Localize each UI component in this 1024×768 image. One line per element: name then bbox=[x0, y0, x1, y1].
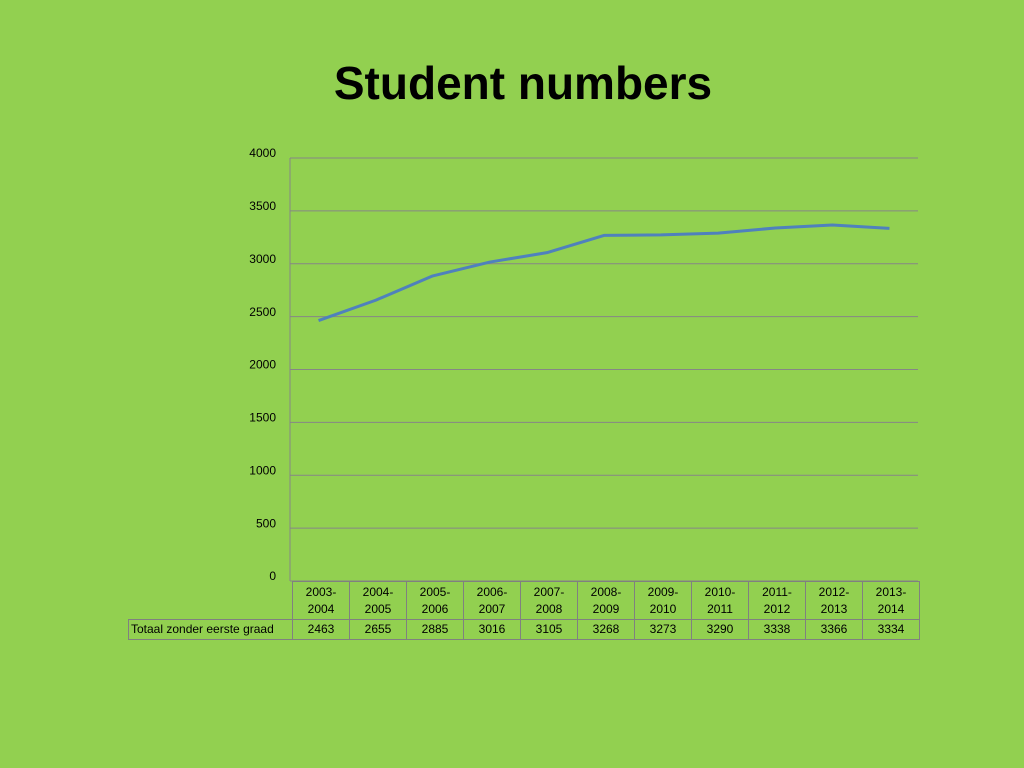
y-tick-label: 0 bbox=[269, 569, 276, 583]
x-tick-label: 2004-2005 bbox=[349, 581, 407, 620]
x-tick-label: 2005-2006 bbox=[406, 581, 464, 620]
blank-cell bbox=[128, 581, 293, 620]
series-line bbox=[318, 223, 890, 322]
x-tick-label: 2012-2013 bbox=[805, 581, 863, 620]
table-value: 3290 bbox=[691, 619, 749, 640]
table-value: 3366 bbox=[805, 619, 863, 640]
y-tick-label: 3000 bbox=[249, 252, 276, 266]
x-tick-label: 2011-2012 bbox=[748, 581, 806, 620]
x-tick-label: 2008-2009 bbox=[577, 581, 635, 620]
table-value: 3334 bbox=[862, 619, 920, 640]
y-tick-label: 500 bbox=[256, 516, 276, 530]
chart-title: Student numbers bbox=[334, 57, 712, 109]
y-tick-label: 2500 bbox=[249, 305, 276, 319]
y-tick-label: 4000 bbox=[249, 146, 276, 160]
category-row: 2003-2004 2004-2005 2005-2006 2006-2007 2007… bbox=[128, 581, 920, 620]
x-tick-label: 2010-2011 bbox=[691, 581, 749, 620]
x-tick-label: 2013-2014 bbox=[862, 581, 920, 620]
x-tick-label: 2003-2004 bbox=[292, 581, 350, 620]
x-tick-label: 2006-2007 bbox=[463, 581, 521, 620]
series-name: Totaal zonder eerste graad bbox=[128, 619, 293, 640]
y-tick-label: 1000 bbox=[249, 463, 276, 477]
table-value: 2885 bbox=[406, 619, 464, 640]
table-value: 3268 bbox=[577, 619, 635, 640]
table-value: 3273 bbox=[634, 619, 692, 640]
table-value: 3338 bbox=[748, 619, 806, 640]
x-tick-label: 2007-2008 bbox=[520, 581, 578, 620]
table-value: 2463 bbox=[292, 619, 350, 640]
x-tick-label: 2009-2010 bbox=[634, 581, 692, 620]
table-value: 2655 bbox=[349, 619, 407, 640]
y-tick-label: 1500 bbox=[249, 411, 276, 425]
y-tick-label: 2000 bbox=[249, 358, 276, 372]
table-value: 3105 bbox=[520, 619, 578, 640]
table-value: 3016 bbox=[463, 619, 521, 640]
y-tick-label: 3500 bbox=[249, 199, 276, 213]
value-row: Totaal zonder eerste graad 2463 2655 2885 30… bbox=[128, 619, 920, 640]
data-table: 2003-2004 2004-2005 2005-2006 2006-2007 2007… bbox=[128, 581, 920, 640]
